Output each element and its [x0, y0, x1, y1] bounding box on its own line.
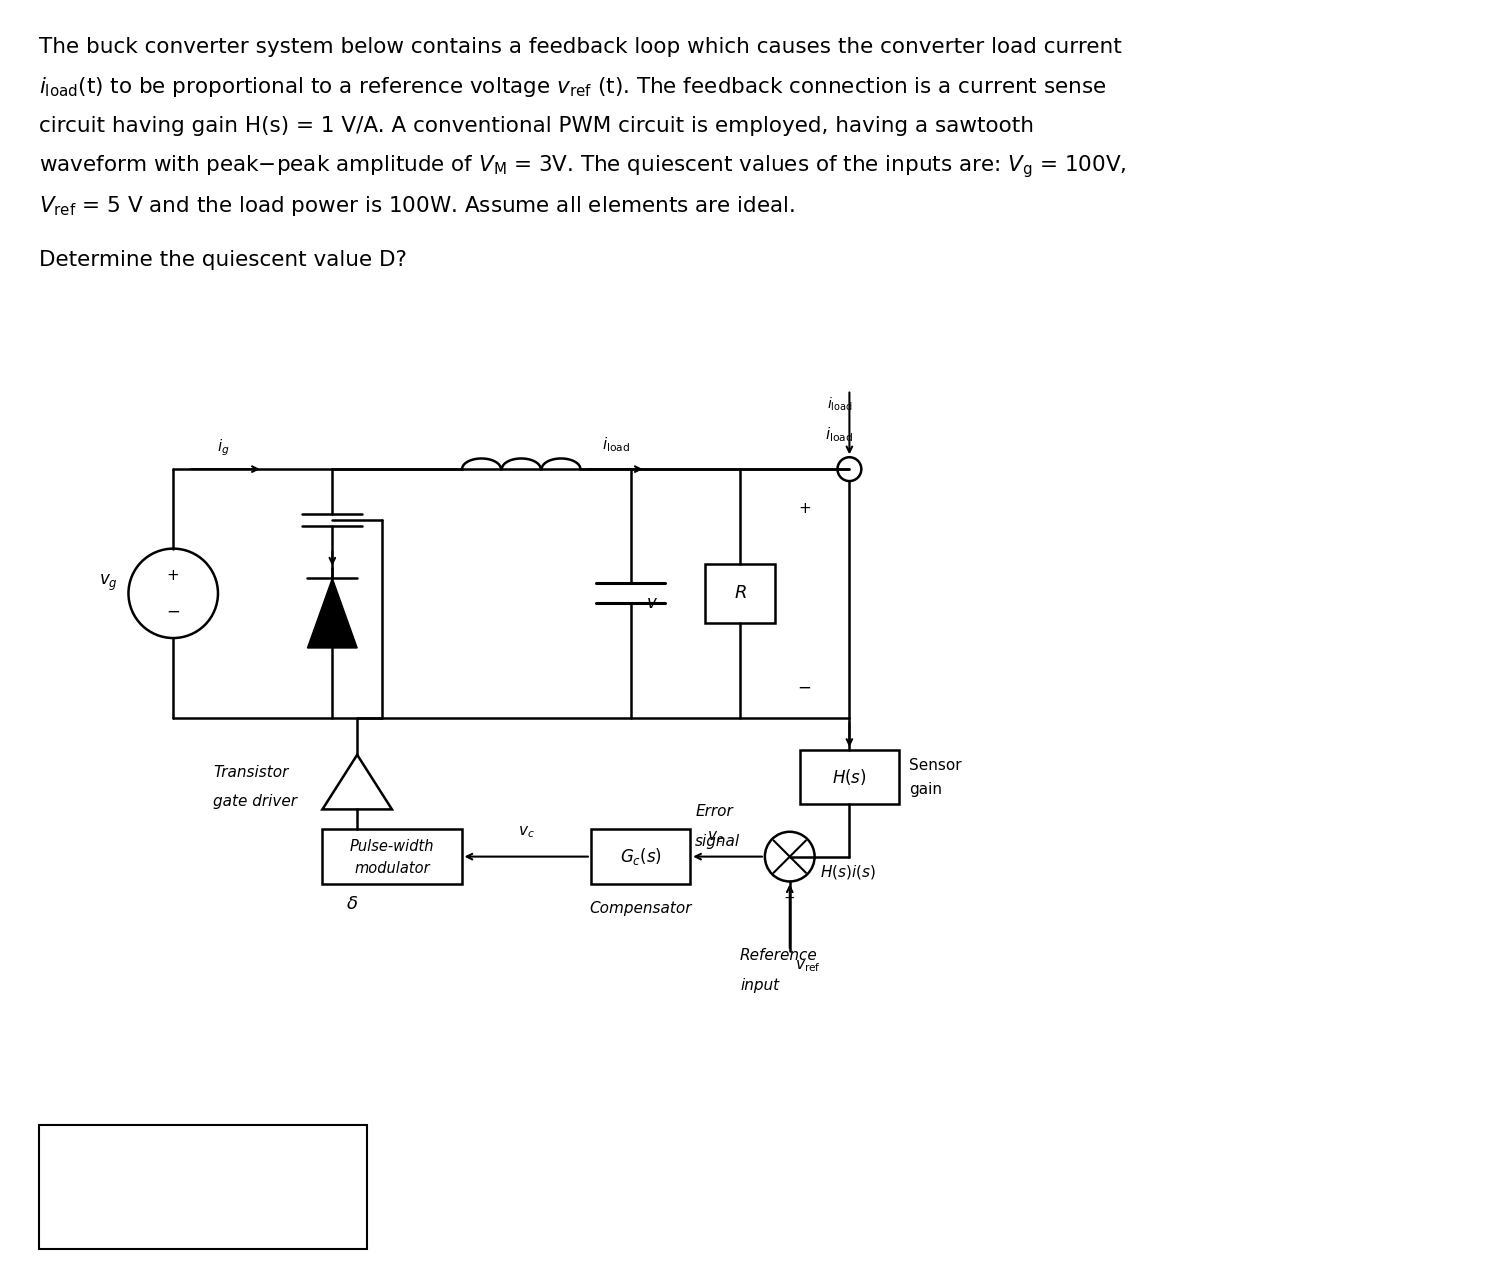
- Text: $i_\mathrm{load}$(t) to be proportional to a reference voltage $v_\mathrm{ref}$ : $i_\mathrm{load}$(t) to be proportional …: [39, 75, 1107, 99]
- FancyBboxPatch shape: [592, 829, 690, 884]
- Text: $v_e$: $v_e$: [706, 829, 724, 845]
- Text: $i_\mathrm{load}$: $i_\mathrm{load}$: [825, 425, 854, 443]
- FancyBboxPatch shape: [322, 829, 462, 884]
- Text: $V_\mathrm{ref}$ = 5 V and the load power is 100W. Assume all elements are ideal: $V_\mathrm{ref}$ = 5 V and the load powe…: [39, 194, 796, 218]
- Text: +: +: [167, 568, 180, 583]
- Text: Compensator: Compensator: [590, 902, 691, 916]
- FancyBboxPatch shape: [39, 1124, 367, 1249]
- Text: $v$: $v$: [645, 594, 657, 612]
- Text: $G_c(s)$: $G_c(s)$: [620, 846, 662, 867]
- Text: waveform with peak$-$peak amplitude of $V_\mathrm{M}$ = 3V. The quiescent values: waveform with peak$-$peak amplitude of $…: [39, 153, 1126, 179]
- Polygon shape: [307, 578, 358, 648]
- Text: $i_g$: $i_g$: [216, 437, 229, 457]
- Text: The buck converter system below contains a feedback loop which causes the conver: The buck converter system below contains…: [39, 37, 1122, 57]
- Text: +: +: [799, 501, 811, 516]
- FancyBboxPatch shape: [705, 564, 775, 623]
- Text: +: +: [784, 891, 796, 905]
- Text: circuit having gain H(s) = 1 V/A. A conventional PWM circuit is employed, having: circuit having gain H(s) = 1 V/A. A conv…: [39, 116, 1034, 137]
- Text: Reference: Reference: [741, 948, 818, 963]
- Text: $i_\mathrm{load}$: $i_\mathrm{load}$: [827, 395, 852, 413]
- Text: Sensor: Sensor: [909, 757, 961, 773]
- Text: $i_\mathrm{load}$: $i_\mathrm{load}$: [602, 435, 630, 453]
- Text: modulator: modulator: [355, 862, 429, 876]
- Text: $R$: $R$: [733, 585, 746, 603]
- Text: $v_c$: $v_c$: [519, 824, 535, 840]
- Text: $v_\mathrm{ref}$: $v_\mathrm{ref}$: [794, 958, 821, 974]
- Text: signal: signal: [696, 835, 741, 849]
- Text: $v_g$: $v_g$: [100, 573, 118, 594]
- Text: −: −: [797, 679, 812, 697]
- Text: Determine the quiescent value D?: Determine the quiescent value D?: [39, 250, 407, 270]
- Text: −: −: [167, 603, 180, 621]
- Text: $H(s)$: $H(s)$: [831, 768, 867, 787]
- FancyBboxPatch shape: [800, 750, 898, 805]
- Text: Error: Error: [696, 805, 733, 819]
- Text: $H(s)i(s)$: $H(s)i(s)$: [820, 863, 876, 881]
- Text: Pulse-width: Pulse-width: [350, 840, 434, 854]
- Text: $\delta$: $\delta$: [346, 895, 358, 913]
- Text: Transistor: Transistor: [213, 765, 289, 779]
- Text: gain: gain: [909, 782, 942, 796]
- Text: input: input: [741, 979, 779, 993]
- Text: gate driver: gate driver: [213, 795, 297, 809]
